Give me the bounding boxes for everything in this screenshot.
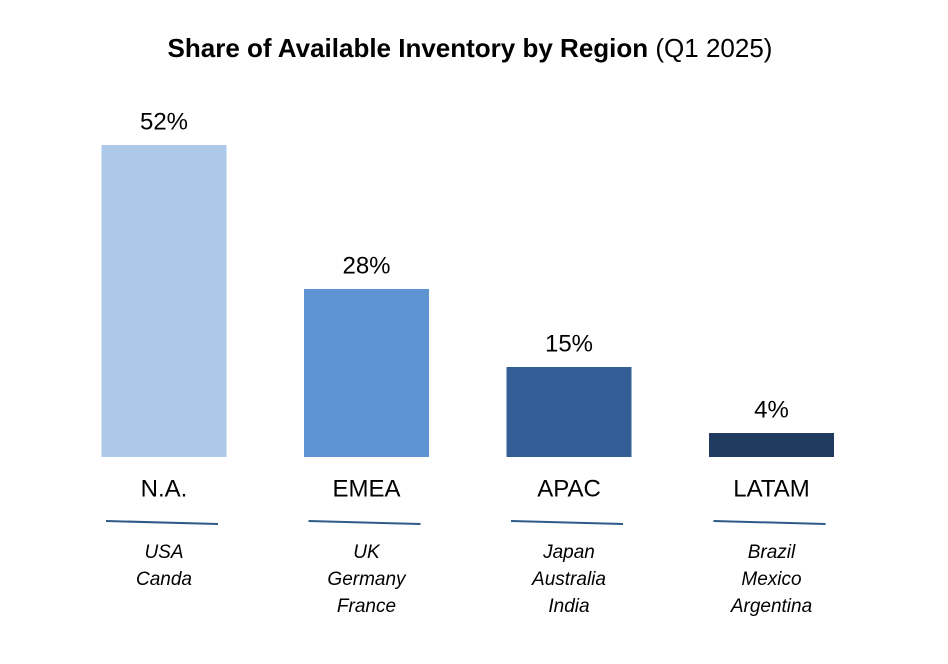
chart-title: Share of Available Inventory by Region [168, 33, 649, 63]
category-detail: Brazil [748, 542, 796, 563]
category-detail: Mexico [741, 569, 801, 590]
bar [304, 289, 429, 457]
category-underline [713, 520, 826, 525]
category-underline [510, 520, 624, 525]
category-detail: Germany [327, 569, 407, 590]
value-label: 4% [754, 396, 789, 423]
category-underline [308, 520, 421, 525]
value-label: 28% [342, 252, 390, 279]
category-detail: USA [144, 542, 183, 563]
bar [101, 145, 227, 457]
category-detail: Japan [542, 542, 595, 563]
category-label: EMEA [332, 475, 400, 502]
chart-subtitle: (Q1 2025) [655, 33, 772, 63]
category-label: LATAM [733, 475, 809, 502]
value-label: 15% [545, 330, 593, 357]
category-detail: Canda [136, 569, 192, 590]
chart-title-group: Share of Available Inventory by Region (… [168, 33, 773, 63]
bar [506, 367, 632, 457]
category-underline [105, 520, 219, 525]
category-detail: India [548, 596, 589, 617]
category-detail: UK [353, 542, 381, 563]
category-label: N.A. [141, 475, 188, 502]
category-detail: Australia [531, 569, 606, 590]
category-detail: France [337, 596, 396, 617]
value-label: 52% [140, 108, 188, 135]
bar [709, 433, 834, 457]
category-detail: Argentina [730, 596, 812, 617]
category-label: APAC [537, 475, 601, 502]
